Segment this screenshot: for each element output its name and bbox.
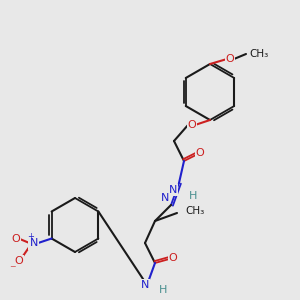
Text: CH₃: CH₃ xyxy=(185,206,204,216)
Text: N: N xyxy=(169,185,177,195)
Text: O: O xyxy=(169,253,177,263)
Text: O: O xyxy=(14,256,23,266)
Text: O: O xyxy=(11,233,20,244)
Text: H: H xyxy=(159,285,167,295)
Text: O: O xyxy=(226,54,234,64)
Text: H: H xyxy=(189,191,197,201)
Text: ⁻: ⁻ xyxy=(9,263,16,276)
Text: O: O xyxy=(196,148,204,158)
Text: O: O xyxy=(188,120,196,130)
Text: N: N xyxy=(160,193,169,203)
Text: N: N xyxy=(29,238,38,248)
Text: N: N xyxy=(141,280,149,290)
Text: CH₃: CH₃ xyxy=(249,49,268,59)
Text: +: + xyxy=(27,232,34,241)
